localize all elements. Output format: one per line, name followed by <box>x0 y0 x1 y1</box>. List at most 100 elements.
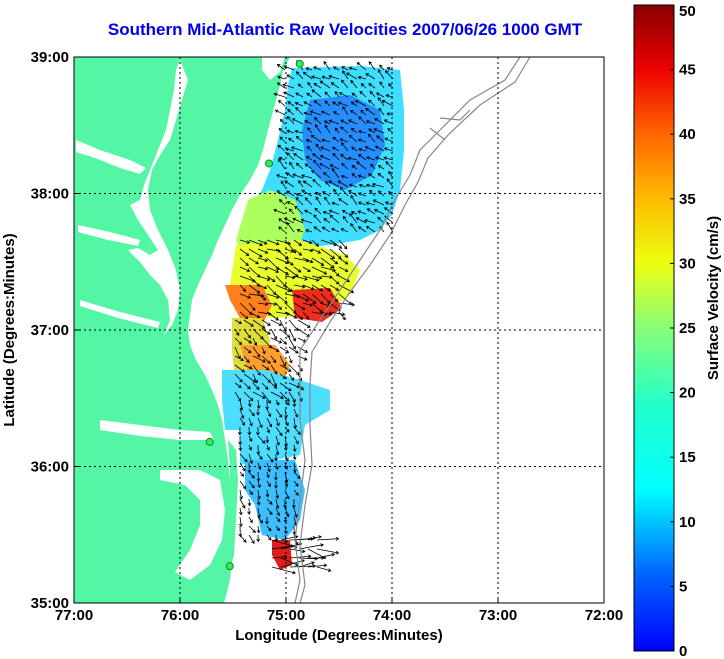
velocity-arrow <box>266 293 280 299</box>
velocity-arrow <box>278 156 286 161</box>
velocity-arrow <box>365 225 376 233</box>
velocity-arrow <box>266 462 271 473</box>
velocity-arrow <box>293 462 297 474</box>
velocity-arrow <box>350 101 358 107</box>
velocity-arrow <box>275 275 287 288</box>
velocity-arrow <box>288 355 293 364</box>
velocity-arrow <box>257 435 266 444</box>
velocity-arrow <box>388 170 394 179</box>
velocity-arrow <box>275 408 283 418</box>
velocity-arrow <box>302 248 314 253</box>
velocity-arrow <box>311 248 322 254</box>
velocity-arrow <box>257 311 272 316</box>
chesapeake-bay <box>128 60 188 335</box>
station-marker <box>225 562 234 571</box>
velocity-arrow <box>302 180 313 188</box>
velocity-arrow <box>357 138 367 143</box>
velocity-arrow <box>248 302 256 311</box>
velocity-arrow <box>386 112 394 116</box>
velocity-arrow <box>302 293 317 304</box>
velocity-arrow <box>368 99 376 107</box>
velocity-arrow <box>286 116 295 125</box>
velocity-arrow <box>311 284 324 292</box>
velocity-arrow <box>270 319 283 326</box>
velocity-arrow <box>275 399 280 406</box>
velocity-arrow <box>302 302 314 307</box>
velocity-arrow <box>338 302 356 307</box>
velocity-arrow <box>292 173 304 179</box>
velocity-arrow <box>297 319 311 328</box>
velocity-arrow <box>306 146 313 152</box>
velocity-arrow <box>288 346 299 354</box>
velocity-arrow <box>295 92 304 98</box>
velocity-arrow <box>239 489 243 500</box>
velocity-arrow <box>323 120 331 125</box>
velocity-arrow <box>331 227 340 233</box>
velocity-arrow <box>284 239 297 254</box>
velocity-arrow <box>248 516 253 524</box>
velocity-arrow <box>340 79 349 89</box>
colorbar-tick-label: 30 <box>679 255 696 272</box>
velocity-arrow <box>338 311 346 321</box>
velocity-arrow <box>375 92 385 98</box>
velocity-arrow <box>266 480 271 488</box>
velocity-arrow <box>304 163 313 170</box>
velocity-arrow <box>266 453 274 463</box>
velocity-arrow <box>333 188 340 197</box>
velocity-arrow <box>286 74 295 80</box>
velocity-arrow <box>292 444 297 452</box>
velocity-arrow <box>282 83 295 89</box>
velocity-arrow <box>257 275 271 281</box>
velocity-arrow <box>290 146 304 152</box>
velocity-arrow <box>315 196 322 206</box>
velocity-arrow <box>302 239 313 245</box>
velocity-arrow <box>319 163 331 170</box>
velocity-arrow <box>369 189 376 197</box>
velocity-arrow <box>377 190 385 197</box>
velocity-arrow <box>316 536 340 541</box>
velocity-arrow <box>310 75 322 80</box>
velocity-arrow <box>278 158 286 170</box>
velocity-arrow <box>234 337 243 346</box>
velocity-arrow <box>351 92 358 98</box>
velocity-arrow <box>243 373 257 383</box>
velocity-arrow <box>275 302 282 311</box>
velocity-arrow <box>293 248 303 256</box>
velocity-arrow <box>252 373 258 384</box>
velocity-arrow <box>270 382 278 389</box>
velocity-arrow <box>307 535 322 541</box>
velocity-arrow <box>234 382 242 388</box>
bay-tributary <box>80 300 160 328</box>
velocity-arrow <box>275 462 279 471</box>
velocity-arrow <box>338 275 351 283</box>
velocity-arrow <box>238 516 243 528</box>
velocity-arrow <box>321 75 331 80</box>
velocity-arrow <box>320 110 331 116</box>
velocity-arrow <box>248 257 259 265</box>
velocity-arrow <box>270 328 278 340</box>
velocity-arrow <box>373 208 385 215</box>
velocity-arrow <box>277 75 286 80</box>
velocity-arrow <box>234 373 243 383</box>
velocity-arrow <box>329 311 346 317</box>
velocity-arrow <box>302 275 320 282</box>
velocity-arrow <box>319 154 331 161</box>
velocity-arrow <box>305 138 313 143</box>
velocity-arrow <box>243 391 254 402</box>
velocity-arrow <box>283 65 295 71</box>
velocity-arrow <box>275 257 290 265</box>
velocity-arrow <box>304 197 313 206</box>
velocity-arrow <box>243 337 253 344</box>
velocity-arrow <box>293 426 301 435</box>
velocity-arrow <box>329 275 340 285</box>
velocity-arrow <box>270 355 277 364</box>
velocity-arrow <box>278 226 286 233</box>
velocity-arrow <box>347 119 358 125</box>
velocity-arrow <box>252 364 261 376</box>
x-tick-label: 74:00 <box>373 607 411 624</box>
velocity-arrow <box>248 248 263 258</box>
velocity-arrow <box>248 480 255 489</box>
velocity-arrow <box>303 111 313 116</box>
velocity-arrow <box>358 147 367 152</box>
velocity-arrow <box>239 266 251 272</box>
